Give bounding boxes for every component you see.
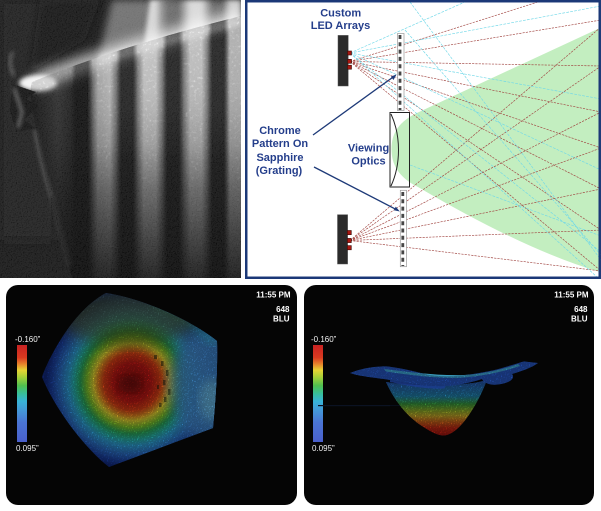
svg-text:LED Arrays: LED Arrays	[311, 20, 371, 32]
svg-text:-0.160”: -0.160”	[311, 335, 337, 344]
svg-text:Pattern On: Pattern On	[252, 138, 309, 150]
svg-text:11:55 PM: 11:55 PM	[554, 290, 589, 299]
svg-text:(Grating): (Grating)	[256, 165, 303, 177]
svg-text:Chrome: Chrome	[259, 125, 301, 137]
svg-text:0.095”: 0.095”	[16, 444, 39, 453]
svg-text:Sapphire: Sapphire	[256, 152, 303, 164]
svg-text:BLU: BLU	[571, 315, 588, 324]
svg-text:Viewing: Viewing	[348, 143, 389, 155]
svg-text:648: 648	[276, 305, 290, 314]
svg-text:Custom: Custom	[320, 7, 361, 19]
svg-text:-0.160”: -0.160”	[15, 335, 41, 344]
svg-text:11:55 PM: 11:55 PM	[256, 290, 291, 299]
svg-text:BLU: BLU	[273, 315, 290, 324]
svg-text:Optics: Optics	[351, 155, 385, 167]
svg-text:0.095”: 0.095”	[312, 444, 335, 453]
svg-text:648: 648	[574, 305, 588, 314]
